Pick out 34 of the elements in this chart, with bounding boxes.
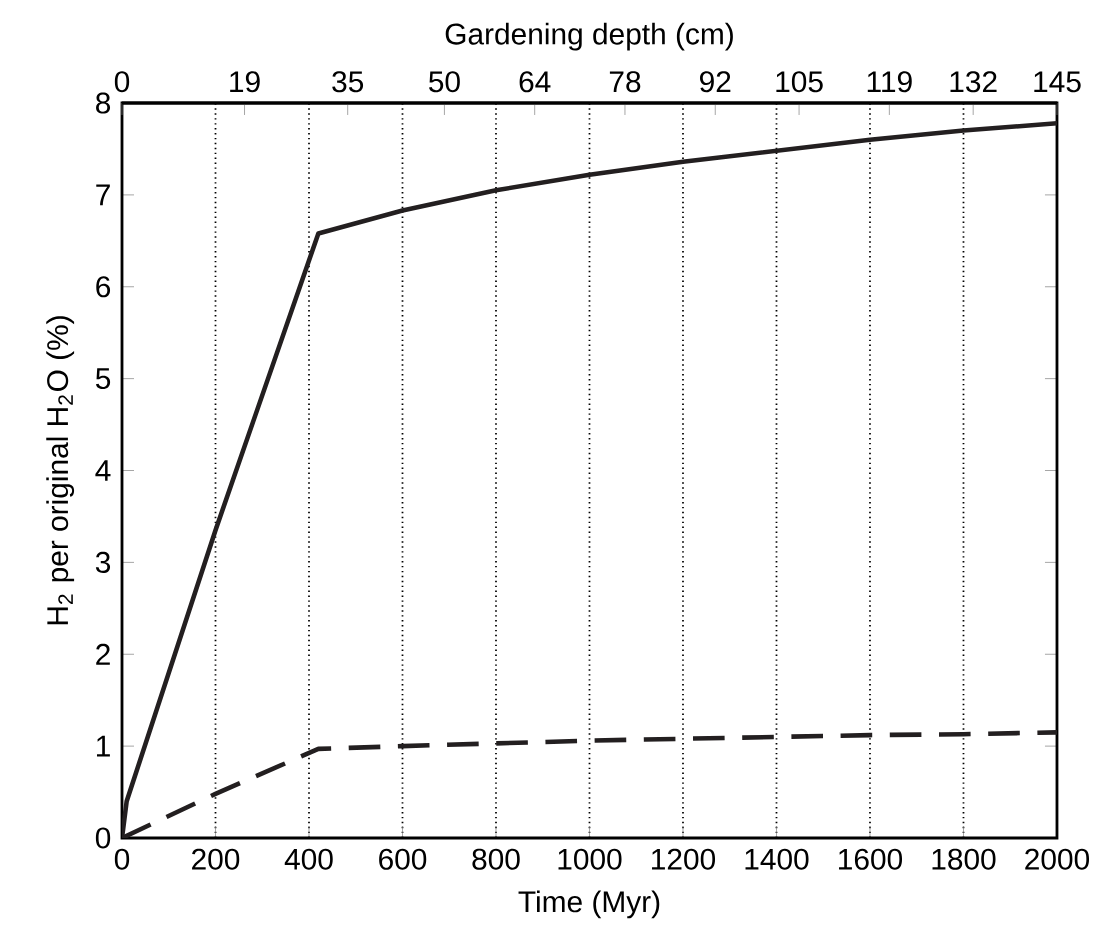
y-tick-label: 0 <box>95 827 111 849</box>
x-tick-label: 1400 <box>745 848 809 870</box>
x-tick-label: 1800 <box>932 848 996 870</box>
x2-tick-label: 145 <box>1034 71 1081 93</box>
x2-tick-label: 132 <box>950 71 997 93</box>
x-tick-label: 1200 <box>652 848 716 870</box>
x-tick-label: 400 <box>284 848 333 870</box>
x2-tick-label: 0 <box>114 71 130 93</box>
x-tick-label: 0 <box>114 848 130 870</box>
y-tick-label: 1 <box>96 735 110 757</box>
x2-tick-label: 92 <box>700 71 731 93</box>
y-tick-label: 7 <box>96 184 110 206</box>
x2-tick-label: 64 <box>519 71 551 93</box>
y-tick-label: 3 <box>95 551 111 573</box>
x2-tick-label: 50 <box>429 71 460 93</box>
x-tick-label: 800 <box>472 848 520 870</box>
x-axis-title: Time (Myr) <box>518 890 660 919</box>
x-tick-label: 1600 <box>839 848 903 870</box>
x2-tick-label: 119 <box>867 71 912 93</box>
x2-tick-label: 105 <box>776 71 823 93</box>
y-tick-label: 6 <box>96 276 111 298</box>
x-tick-label: 1000 <box>558 848 622 870</box>
x2-tick-label: 78 <box>609 71 641 93</box>
x2-tick-label: 19 <box>230 71 260 93</box>
y-tick-label: 8 <box>96 92 111 114</box>
y-axis-title: H$_{2}$ per original H$_{2}$O (%) <box>46 316 75 625</box>
x2-tick-label: 35 <box>332 71 364 93</box>
y-tick-label: 5 <box>95 368 111 390</box>
y-tick-label: 2 <box>96 643 110 665</box>
x-tick-label: 200 <box>192 848 240 870</box>
x2-axis-title: Gardening depth (cm) <box>445 22 733 51</box>
x-tick-label: 600 <box>379 848 427 870</box>
x-tick-label: 2000 <box>1025 848 1090 870</box>
y-tick-label: 4 <box>95 460 111 481</box>
